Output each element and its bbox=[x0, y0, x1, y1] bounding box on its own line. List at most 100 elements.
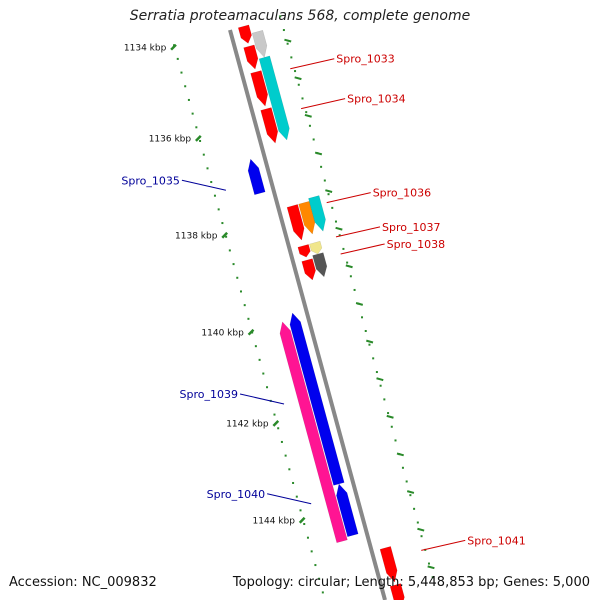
ring-outer-right-dot bbox=[323, 179, 326, 182]
scale-minor-tick bbox=[335, 226, 343, 231]
ring-outer-right-dot bbox=[390, 425, 393, 428]
ring-outer-right-dot bbox=[405, 480, 408, 483]
scale-tick-label: 1140 kbp bbox=[201, 328, 244, 338]
ring-outer-left-dot bbox=[292, 481, 295, 484]
gene-feature[interactable] bbox=[308, 195, 326, 232]
ring-outer-right-dot bbox=[413, 507, 416, 510]
ring-outer-right-dot bbox=[372, 357, 375, 360]
ring-outer-left-dot bbox=[187, 98, 190, 101]
gene-feature-spro-1040[interactable] bbox=[336, 483, 359, 538]
gene-feature[interactable] bbox=[237, 24, 252, 44]
ring-outer-right-dot bbox=[427, 562, 430, 565]
gene-feature-spro-1038[interactable] bbox=[312, 252, 328, 278]
ring-outer-right-dot bbox=[342, 247, 345, 250]
ring-outer-left-dot bbox=[295, 495, 298, 498]
ring-outer-left-dot bbox=[306, 536, 309, 539]
label-leader-line bbox=[239, 393, 285, 405]
scale-minor-tick bbox=[294, 76, 302, 81]
gene-feature[interactable] bbox=[301, 258, 316, 281]
ring-outer-left-dot bbox=[191, 112, 194, 115]
scale-major-tick bbox=[298, 516, 306, 524]
scale-tick-label: 1138 kbp bbox=[175, 231, 218, 241]
gene-label[interactable]: Spro_1033 bbox=[336, 53, 394, 66]
ring-outer-right-dot bbox=[346, 261, 349, 264]
gene-feature-spro-1039[interactable] bbox=[279, 321, 348, 544]
scale-minor-tick bbox=[366, 339, 374, 344]
gene-feature[interactable] bbox=[289, 312, 345, 486]
scale-minor-tick bbox=[376, 377, 384, 382]
gene-feature-spro-1035[interactable] bbox=[247, 158, 266, 196]
ring-outer-left-dot bbox=[303, 523, 306, 526]
ring-outer-right-dot bbox=[383, 398, 386, 401]
ring-outer-right-dot bbox=[312, 138, 315, 141]
ring-outer-left-dot bbox=[247, 317, 250, 320]
ring-outer-right-dot bbox=[334, 220, 337, 223]
gene-label[interactable]: Spro_1035 bbox=[121, 174, 179, 187]
gene-label[interactable]: Spro_1036 bbox=[373, 187, 431, 200]
ring-outer-right-dot bbox=[379, 384, 382, 387]
gene-feature[interactable] bbox=[250, 70, 268, 107]
ring-outer-right-dot bbox=[331, 206, 334, 209]
gene-feature[interactable] bbox=[297, 244, 311, 258]
gene-label[interactable]: Spro_1038 bbox=[387, 238, 445, 251]
gene-feature-spro-1033[interactable] bbox=[258, 55, 290, 141]
ring-outer-right-dot bbox=[286, 42, 289, 45]
ring-outer-right-dot bbox=[431, 576, 434, 579]
ring-outer-right-dot bbox=[361, 316, 364, 319]
gene-label[interactable]: Spro_1034 bbox=[347, 93, 405, 106]
ring-outer-left-dot bbox=[195, 126, 198, 129]
gene-feature-spro-1041[interactable] bbox=[379, 546, 398, 583]
scale-minor-tick bbox=[314, 151, 323, 156]
gene-label[interactable]: Spro_1040 bbox=[207, 488, 265, 501]
label-leader-line bbox=[326, 192, 371, 204]
ring-outer-right-dot bbox=[305, 111, 308, 114]
scale-major-tick bbox=[170, 43, 177, 51]
gene-feature-spro-1037[interactable] bbox=[309, 240, 323, 255]
scale-major-tick bbox=[221, 231, 229, 239]
ring-outer-left-dot bbox=[217, 208, 220, 211]
scale-major-tick bbox=[272, 420, 280, 427]
ring-outer-left-dot bbox=[314, 564, 317, 567]
gene-label[interactable]: Spro_1041 bbox=[467, 534, 525, 547]
gene-feature[interactable] bbox=[251, 29, 268, 58]
scale-minor-tick bbox=[386, 414, 394, 419]
ring-outer-right-dot bbox=[387, 412, 390, 415]
gene-label[interactable]: Spro_1037 bbox=[382, 221, 440, 234]
scale-minor-tick bbox=[284, 38, 292, 43]
ring-outer-right-dot bbox=[282, 29, 285, 32]
label-leader-line bbox=[301, 98, 346, 110]
ring-outer-left-dot bbox=[239, 290, 242, 293]
gene-feature-spro-1036[interactable] bbox=[298, 200, 316, 235]
ring-outer-right-dot bbox=[409, 494, 412, 497]
ring-outer-left-dot bbox=[199, 139, 202, 142]
ring-outer-right-dot bbox=[353, 288, 356, 291]
ring-outer-left-dot bbox=[206, 167, 209, 170]
ring-outer-right-dot bbox=[416, 521, 419, 524]
ring-outer-left-dot bbox=[236, 276, 239, 279]
ring-outer-left-dot bbox=[310, 550, 313, 553]
ring-outer-right-dot bbox=[420, 535, 423, 538]
ring-outer-left-dot bbox=[262, 372, 265, 375]
ring-outer-right-dot bbox=[297, 83, 300, 86]
scale-minor-tick bbox=[406, 490, 415, 494]
ring-outer-right-dot bbox=[320, 165, 323, 168]
gene-label[interactable]: Spro_1039 bbox=[180, 388, 238, 401]
gene-feature[interactable] bbox=[260, 107, 279, 144]
ring-outer-right-dot bbox=[301, 97, 304, 100]
scale-minor-tick bbox=[396, 452, 404, 457]
label-leader-line bbox=[340, 243, 385, 255]
gene-feature[interactable] bbox=[286, 204, 305, 241]
ring-outer-left-dot bbox=[277, 427, 280, 430]
ring-outer-right-dot bbox=[308, 124, 311, 127]
ring-outer-left-dot bbox=[284, 454, 287, 457]
ring-outer-left-dot bbox=[180, 71, 183, 74]
ring-outer-right-dot bbox=[294, 70, 297, 73]
ring-outer-right-dot bbox=[279, 15, 282, 18]
ring-outer-left-dot bbox=[184, 85, 187, 88]
gene-feature[interactable] bbox=[389, 583, 405, 600]
scale-minor-tick bbox=[325, 189, 333, 193]
gene-feature[interactable] bbox=[243, 44, 259, 70]
scale-minor-tick bbox=[417, 527, 425, 532]
scale-minor-tick bbox=[345, 264, 353, 269]
